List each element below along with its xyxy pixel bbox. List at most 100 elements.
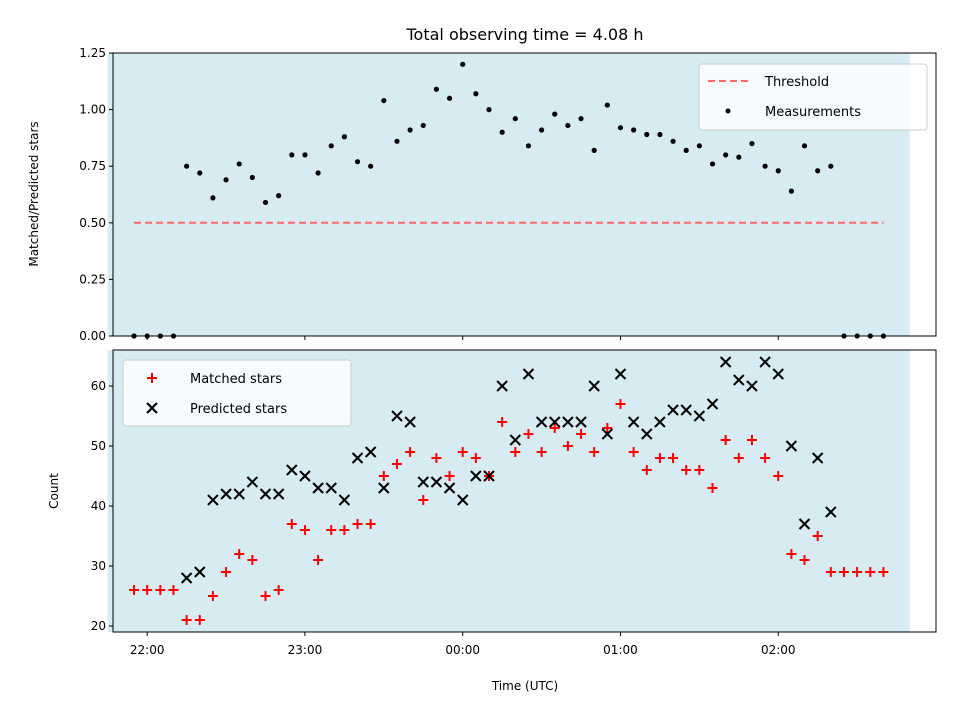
predicted-stars-point xyxy=(364,446,377,458)
matched-stars-point xyxy=(299,525,310,535)
predicted-stars-point xyxy=(180,572,193,584)
measurement-point xyxy=(197,170,203,176)
measurement-point xyxy=(828,163,834,169)
bottom-panel: 20 30 40 50 60 22:00 23:00 00:00 01:00 02:00 Cou… xyxy=(47,349,937,693)
matched-stars-point xyxy=(444,471,455,481)
predicted-stars-point xyxy=(207,494,219,506)
matched-stars-point xyxy=(694,465,705,475)
matched-stars-point xyxy=(378,471,389,481)
x-tick-label: 23:00 xyxy=(288,643,323,657)
predicted-stars-point xyxy=(220,488,232,500)
matched-stars-point xyxy=(431,453,442,463)
matched-stars-point xyxy=(194,615,205,625)
measurement-point xyxy=(315,170,321,176)
matched-stars-point xyxy=(418,495,429,505)
predicted-stars-point xyxy=(535,416,548,428)
predicted-stars-point xyxy=(719,356,732,368)
matched-stars-point xyxy=(260,591,271,601)
predicted-stars-point xyxy=(549,416,561,428)
measurement-point xyxy=(302,152,308,158)
matched-stars-point xyxy=(313,555,324,565)
measurement-point xyxy=(486,107,492,113)
top-y-tick-label: 1.25 xyxy=(79,46,106,60)
bottom-y-tick-label: 40 xyxy=(91,499,106,513)
matched-stars-point xyxy=(168,585,179,595)
matched-stars-point xyxy=(878,567,889,577)
predicted-stars-point xyxy=(272,488,285,500)
predicted-stars-point xyxy=(680,404,692,416)
matched-stars-point xyxy=(391,459,402,469)
measurement-point xyxy=(723,152,729,158)
measurement-point xyxy=(696,143,702,149)
matched-stars-point xyxy=(352,519,363,529)
top-x-tick-marks xyxy=(146,336,779,340)
measurement-point xyxy=(683,147,689,153)
predicted-stars-point xyxy=(627,416,640,428)
measurement-point xyxy=(565,122,571,129)
measurement-point xyxy=(473,91,479,97)
x-axis-label: Time (UTC) xyxy=(491,679,558,693)
measurement-point xyxy=(236,161,242,167)
predicted-stars-point xyxy=(654,416,666,428)
predicted-stars-point xyxy=(470,470,482,482)
measurement-point xyxy=(775,168,781,174)
measurement-point xyxy=(276,193,282,199)
measurement-point xyxy=(591,147,597,153)
predicted-stars-point xyxy=(785,440,798,452)
predicted-stars-point xyxy=(378,482,390,494)
matched-stars-point xyxy=(155,585,166,595)
predicted-stars-legend-swatch xyxy=(146,402,158,414)
matched-stars-point xyxy=(825,567,836,577)
measurement-point xyxy=(249,174,255,181)
matched-stars-point xyxy=(576,429,587,439)
matched-stars-point xyxy=(181,615,192,625)
matched-stars-point xyxy=(773,471,784,481)
measurement-point xyxy=(433,86,440,92)
predicted-stars-point xyxy=(562,416,574,428)
measurement-point xyxy=(670,138,676,144)
matched-stars-point xyxy=(365,519,376,529)
bottom-axes-frame xyxy=(112,349,937,633)
matched-stars-point xyxy=(339,525,350,535)
top-legend-box xyxy=(698,63,928,131)
matched-stars-point xyxy=(510,447,521,457)
measurement-point xyxy=(749,140,755,147)
predicted-stars-point xyxy=(483,470,495,482)
matched-stars-point xyxy=(852,567,863,577)
matched-stars-point xyxy=(615,399,626,409)
matched-stars-legend-swatch xyxy=(147,373,157,383)
measurement-point xyxy=(368,163,374,169)
measurement-point xyxy=(762,163,768,169)
matched-stars-point xyxy=(549,423,560,433)
top-y-tick-label: 0.00 xyxy=(79,329,106,343)
predicted-stars-point xyxy=(614,368,627,380)
matched-stars-point xyxy=(523,429,534,439)
matched-stars-point xyxy=(221,567,232,577)
predicted-stars-point xyxy=(443,482,456,494)
measurement-point xyxy=(420,122,426,129)
matched-stars-legend-label: Matched stars xyxy=(190,372,282,387)
measurement-point xyxy=(394,138,400,144)
predicted-stars-point xyxy=(509,434,522,446)
bottom-y-tick-label: 60 xyxy=(91,379,106,393)
bottom-legend: Matched stars Predicted stars xyxy=(122,359,352,427)
matched-stars-point xyxy=(746,435,757,445)
bottom-y-tick-label: 30 xyxy=(91,559,106,573)
predicted-stars-point xyxy=(588,380,600,392)
measurement-point xyxy=(210,195,216,201)
measurement-point xyxy=(499,129,505,135)
measurement-point xyxy=(617,125,624,131)
matched-stars-point xyxy=(602,423,613,433)
predicted-stars-point xyxy=(811,452,824,464)
measurement-point xyxy=(801,143,808,149)
bottom-legend-box xyxy=(122,359,352,427)
matched-stars-point xyxy=(497,417,508,427)
predicted-stars-point xyxy=(759,356,771,368)
matched-stars-point xyxy=(760,453,771,463)
x-tick-label: 01:00 xyxy=(603,643,638,657)
predicted-stars-point xyxy=(338,494,351,506)
top-legend: Threshold Measurements xyxy=(698,63,928,131)
predicted-stars-point xyxy=(391,410,403,422)
measurement-point xyxy=(328,143,334,149)
